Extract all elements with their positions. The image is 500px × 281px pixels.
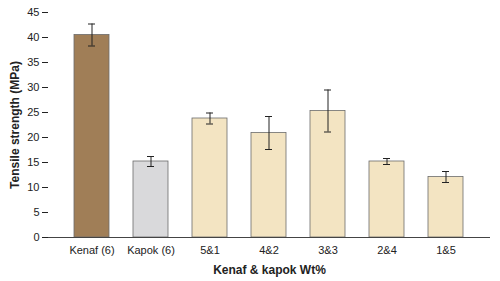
svg-text:Kenaf & kapok Wt%: Kenaf & kapok Wt% (213, 263, 326, 277)
svg-text:10: 10 (27, 181, 39, 193)
svg-text:3&3: 3&3 (318, 244, 338, 256)
svg-text:30: 30 (27, 81, 39, 93)
svg-text:4&2: 4&2 (259, 244, 279, 256)
svg-text:25: 25 (27, 106, 39, 118)
svg-text:5&1: 5&1 (200, 244, 220, 256)
svg-text:45: 45 (27, 6, 39, 18)
svg-text:20: 20 (27, 131, 39, 143)
svg-text:15: 15 (27, 156, 39, 168)
svg-text:Kenaf (6): Kenaf (6) (69, 244, 114, 256)
svg-text:2&4: 2&4 (377, 244, 397, 256)
svg-text:35: 35 (27, 56, 39, 68)
svg-text:40: 40 (27, 31, 39, 43)
svg-text:1&5: 1&5 (436, 244, 456, 256)
svg-text:Tensile strength (MPa): Tensile strength (MPa) (8, 61, 22, 189)
svg-text:0: 0 (33, 231, 39, 243)
svg-text:Kapok (6): Kapok (6) (127, 244, 175, 256)
svg-text:5: 5 (33, 206, 39, 218)
